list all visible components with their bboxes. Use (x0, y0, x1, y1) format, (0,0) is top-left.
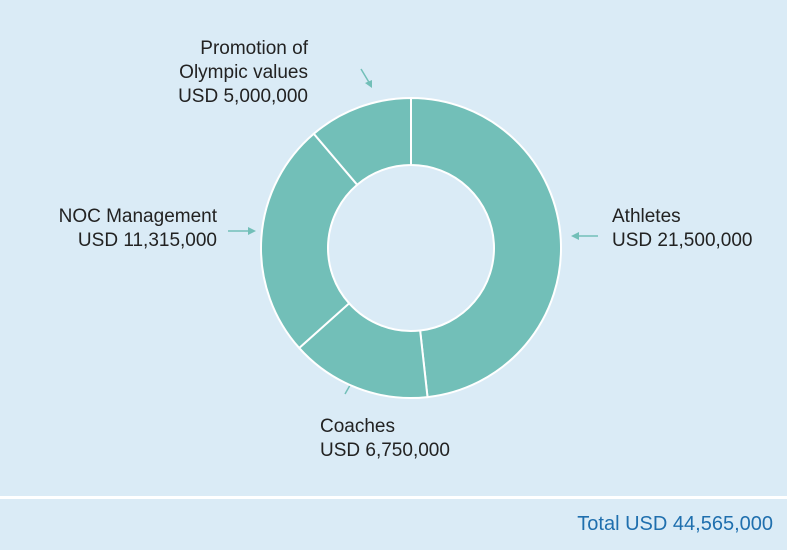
value-label: USD 5,000,000 (178, 86, 308, 107)
donut-segment (260, 132, 359, 350)
total-value: USD 44,565,000 (625, 513, 773, 535)
chart-panel (0, 0, 787, 496)
donut-segment (410, 96, 562, 399)
category-label: Coaches (320, 416, 395, 437)
total: Total USD 44,565,000 (577, 513, 773, 536)
arrow-head (571, 232, 579, 240)
slice-label: NOC Management USD 11,315,000 (59, 205, 217, 253)
category-label: Promotion of Olympic values (179, 38, 308, 83)
chart (228, 68, 598, 399)
total-panel (0, 499, 787, 550)
arrow-head (248, 227, 256, 235)
donut-segment (312, 96, 412, 187)
value-label: USD 21,500,000 (612, 230, 753, 251)
total-label: Total (577, 513, 620, 535)
slice-label: Coaches USD 6,750,000 (320, 415, 450, 463)
category-label: NOC Management (58, 206, 217, 227)
slice-label: Athletes USD 21,500,000 (612, 205, 753, 253)
arrow-head (365, 80, 372, 88)
slice-label: Promotion of Olympic values USD 5,000,000 (163, 37, 308, 109)
value-label: USD 6,750,000 (320, 440, 450, 461)
category-label: Athletes (612, 206, 681, 227)
value-label: USD 11,315,000 (77, 230, 217, 251)
